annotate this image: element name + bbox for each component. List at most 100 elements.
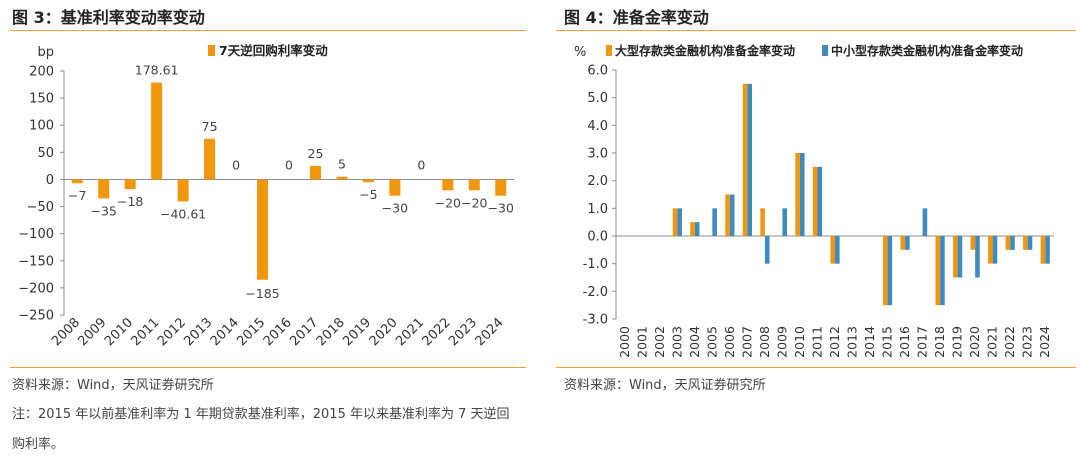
y-tick-label: 6.0 bbox=[587, 64, 608, 79]
legend-swatch-large-institutions bbox=[606, 45, 612, 56]
bar-2017 bbox=[309, 165, 321, 180]
y-tick-label: 3.0 bbox=[587, 147, 608, 162]
bar-2023-series-1 bbox=[1023, 236, 1028, 250]
legend-swatch-7day-repo bbox=[208, 45, 215, 56]
bar-2008-series-1 bbox=[760, 208, 765, 236]
figure-3-note: 注：2015 年以前基准利率为 1 年期贷款基准利率，2015 年以来基准利率为… bbox=[12, 407, 510, 452]
figure-3-source: 资料来源：Wind，天风证券研究所 bbox=[12, 378, 214, 393]
y-tick-label: 0 bbox=[46, 173, 54, 188]
data-label-2023: −20 bbox=[461, 195, 487, 210]
figure-4-chart: 6.05.04.03.02.01.00.0-1.0-2.0-3.0%2000 20… bbox=[574, 43, 1054, 358]
bar-2022-series-2 bbox=[1010, 236, 1015, 250]
bar-2006-series-2 bbox=[729, 194, 735, 236]
y-tick-label: −50 bbox=[27, 200, 54, 215]
x-tick-label: 2010 bbox=[102, 315, 136, 349]
x-tick-label: 2006 bbox=[722, 326, 737, 358]
bar-2020-series-1 bbox=[970, 236, 976, 250]
y-tick-label: −200 bbox=[18, 281, 54, 296]
bar-2012 bbox=[177, 179, 189, 202]
data-label-2011: 178.61 bbox=[135, 63, 179, 78]
bar-2021-series-2 bbox=[992, 236, 998, 264]
bar-2013 bbox=[204, 138, 216, 180]
bar-2022-series-1 bbox=[1005, 236, 1011, 250]
x-tick-label: 2020 bbox=[967, 326, 982, 358]
y-tick-label: −100 bbox=[18, 227, 54, 242]
bar-2022 bbox=[442, 179, 454, 191]
y-tick-label: 5.0 bbox=[587, 91, 608, 106]
x-tick-label: 2018 bbox=[932, 326, 947, 358]
bar-2009 bbox=[98, 179, 110, 199]
y-tick-label: 1.0 bbox=[587, 202, 608, 217]
x-tick-label: 2002 bbox=[652, 326, 667, 358]
data-label-2021: 0 bbox=[417, 157, 425, 172]
bar-2010-series-2 bbox=[799, 153, 805, 236]
data-label-2010: −18 bbox=[117, 194, 143, 209]
x-tick-label: 2009 bbox=[774, 326, 789, 358]
x-tick-label: 2020 bbox=[367, 315, 401, 349]
bar-2009-series-2 bbox=[782, 208, 788, 236]
y-tick-label: 150 bbox=[29, 92, 54, 107]
x-tick-label: 2015 bbox=[234, 315, 268, 349]
x-tick-label: 2014 bbox=[862, 326, 877, 358]
bar-2018 bbox=[336, 176, 348, 180]
bar-2011-series-1 bbox=[812, 166, 818, 236]
y-tick-label: 200 bbox=[29, 65, 54, 80]
x-tick-label: 2004 bbox=[687, 326, 702, 358]
figure-3-bottom-rule bbox=[10, 367, 526, 368]
bar-2019-series-1 bbox=[953, 236, 958, 278]
bar-2008-series-2 bbox=[764, 236, 770, 264]
bar-2023 bbox=[468, 179, 480, 191]
y-tick-label: 2.0 bbox=[587, 174, 608, 189]
x-tick-label: 2010 bbox=[792, 326, 807, 358]
x-tick-label: 2009 bbox=[76, 315, 110, 349]
bar-2012-series-2 bbox=[835, 236, 840, 264]
x-tick-label: 2008 bbox=[49, 315, 83, 349]
bar-2011-series-2 bbox=[817, 166, 823, 236]
data-label-2013: 75 bbox=[202, 119, 218, 134]
bar-2020-series-2 bbox=[975, 236, 980, 278]
x-tick-label: 2011 bbox=[128, 315, 162, 349]
bar-2019 bbox=[362, 179, 374, 183]
data-label-2024: −30 bbox=[488, 201, 514, 216]
y-tick-label: -2.0 bbox=[583, 285, 608, 300]
data-label-2016: 0 bbox=[285, 157, 293, 172]
x-tick-label: 2018 bbox=[314, 315, 348, 349]
figure-4-source: 资料来源：Wind，天风证券研究所 bbox=[564, 378, 766, 393]
bar-2005-series-2 bbox=[712, 208, 717, 236]
x-tick-label: 2012 bbox=[155, 315, 189, 349]
data-label-2022: −20 bbox=[435, 195, 461, 210]
data-label-2014: 0 bbox=[232, 157, 240, 172]
bar-2023-series-2 bbox=[1027, 236, 1033, 250]
figure-3-title: 图 3：基准利率变动率变动 bbox=[12, 8, 205, 27]
bar-2021-series-1 bbox=[988, 236, 993, 264]
bar-2011 bbox=[151, 82, 163, 180]
y-tick-label: -3.0 bbox=[583, 313, 608, 328]
x-tick-label: 2022 bbox=[1002, 326, 1017, 358]
x-tick-label: 2024 bbox=[1037, 326, 1052, 358]
bar-2007-series-2 bbox=[747, 83, 752, 236]
bar-2007-series-1 bbox=[742, 83, 748, 236]
bar-2024 bbox=[495, 179, 507, 196]
x-tick-label: 2017 bbox=[915, 326, 930, 358]
x-tick-label: 2024 bbox=[473, 315, 507, 349]
data-label-2020: −30 bbox=[382, 201, 408, 216]
data-label-2017: 25 bbox=[308, 146, 324, 161]
x-tick-label: 2023 bbox=[1020, 326, 1035, 358]
bar-2010-series-1 bbox=[795, 153, 800, 236]
y-axis-unit: % bbox=[574, 45, 586, 60]
x-tick-label: 2019 bbox=[950, 326, 965, 358]
x-tick-label: 2021 bbox=[985, 326, 1000, 358]
bar-2024-series-1 bbox=[1040, 236, 1046, 264]
x-tick-label: 2016 bbox=[261, 315, 295, 349]
bar-2016-series-1 bbox=[900, 236, 906, 250]
y-tick-label: 50 bbox=[37, 146, 54, 161]
bar-2018-series-2 bbox=[940, 236, 945, 306]
x-tick-label: 2003 bbox=[669, 326, 684, 358]
y-tick-label: 4.0 bbox=[587, 119, 608, 134]
legend-swatch-small-medium-institutions bbox=[822, 45, 828, 56]
x-tick-label: 2011 bbox=[809, 326, 824, 358]
bar-2003-series-1 bbox=[672, 208, 678, 236]
y-tick-label: −250 bbox=[18, 309, 54, 324]
x-tick-label: 2007 bbox=[739, 326, 754, 358]
bar-2017-series-2 bbox=[922, 208, 928, 236]
